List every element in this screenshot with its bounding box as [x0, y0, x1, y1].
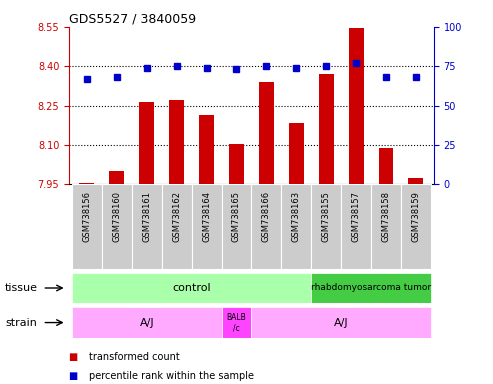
- Bar: [408, 178, 423, 184]
- Bar: [72, 273, 311, 303]
- Bar: [349, 28, 363, 184]
- Bar: [379, 147, 393, 184]
- Text: tissue: tissue: [5, 283, 38, 293]
- Text: GSM738155: GSM738155: [322, 191, 331, 242]
- Bar: [192, 184, 221, 269]
- Bar: [72, 184, 102, 269]
- Bar: [229, 144, 244, 184]
- Bar: [109, 171, 124, 184]
- Bar: [199, 115, 214, 184]
- Text: GSM738165: GSM738165: [232, 191, 241, 242]
- Text: rhabdomyosarcoma tumor: rhabdomyosarcoma tumor: [311, 283, 431, 293]
- Text: percentile rank within the sample: percentile rank within the sample: [89, 371, 254, 381]
- Bar: [251, 307, 431, 338]
- Text: GSM738163: GSM738163: [292, 191, 301, 242]
- Bar: [221, 184, 251, 269]
- Text: ■: ■: [69, 352, 81, 362]
- Bar: [132, 184, 162, 269]
- Text: GSM738166: GSM738166: [262, 191, 271, 242]
- Text: GDS5527 / 3840059: GDS5527 / 3840059: [69, 13, 196, 26]
- Text: GSM738159: GSM738159: [411, 191, 421, 242]
- Text: GSM738156: GSM738156: [82, 191, 92, 242]
- Bar: [318, 74, 334, 184]
- Text: GSM738162: GSM738162: [172, 191, 181, 242]
- Bar: [162, 184, 192, 269]
- Bar: [251, 184, 282, 269]
- Bar: [169, 100, 184, 184]
- Text: GSM738164: GSM738164: [202, 191, 211, 242]
- Text: GSM738158: GSM738158: [382, 191, 390, 242]
- Text: GSM738157: GSM738157: [352, 191, 360, 242]
- Bar: [311, 184, 341, 269]
- Bar: [259, 82, 274, 184]
- Bar: [282, 184, 311, 269]
- Bar: [140, 102, 154, 184]
- Text: BALB
/c: BALB /c: [227, 313, 246, 332]
- Text: transformed count: transformed count: [89, 352, 179, 362]
- Bar: [221, 307, 251, 338]
- Text: GSM738160: GSM738160: [112, 191, 121, 242]
- Text: control: control: [173, 283, 211, 293]
- Bar: [289, 122, 304, 184]
- Text: GSM738161: GSM738161: [142, 191, 151, 242]
- Bar: [311, 273, 431, 303]
- Bar: [371, 184, 401, 269]
- Text: A/J: A/J: [334, 318, 349, 328]
- Bar: [102, 184, 132, 269]
- Bar: [341, 184, 371, 269]
- Bar: [79, 183, 95, 184]
- Text: strain: strain: [5, 318, 37, 328]
- Bar: [72, 307, 221, 338]
- Text: A/J: A/J: [140, 318, 154, 328]
- Text: ■: ■: [69, 371, 81, 381]
- Bar: [401, 184, 431, 269]
